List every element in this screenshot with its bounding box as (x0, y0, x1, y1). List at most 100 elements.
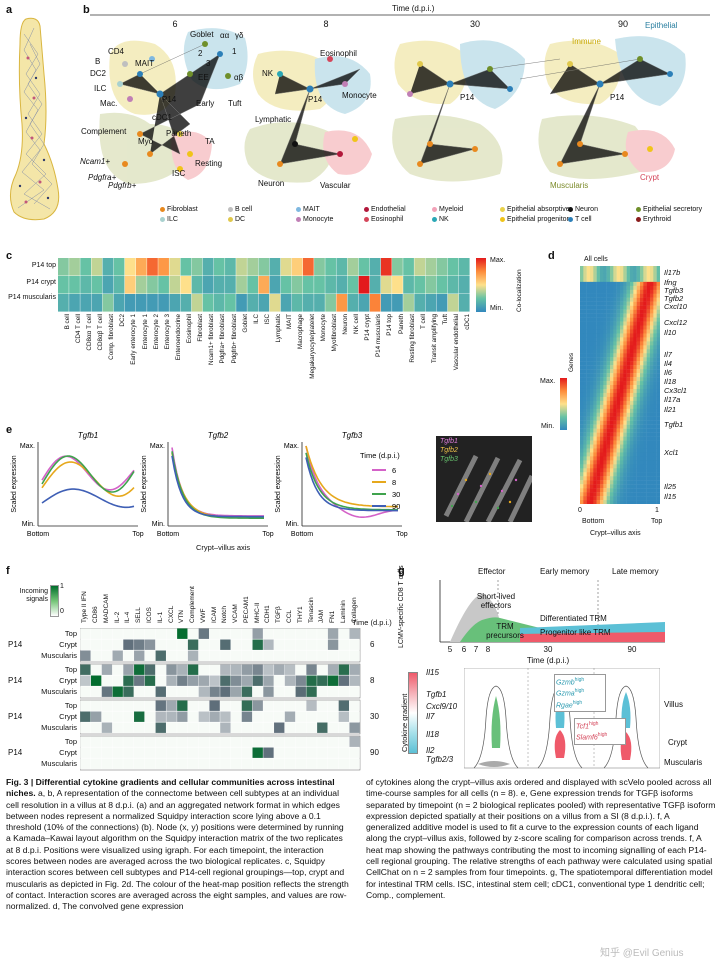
heat-c-cell (403, 294, 414, 312)
heat-d-cell (646, 369, 651, 374)
heat-d-cell (636, 460, 641, 465)
heat-d-cell (606, 297, 611, 302)
heat-d-cell (616, 377, 621, 382)
heat-d-cell (643, 484, 647, 489)
heat-d-cell (596, 436, 601, 441)
heat-d-cell (633, 329, 637, 334)
heat-d-cell (633, 416, 637, 421)
heat-f-pathway-label: VWF (199, 608, 207, 623)
heat-f-row-label: Muscularis (41, 723, 77, 732)
heat-d-cell (640, 269, 644, 275)
heat-d-cell (630, 452, 634, 457)
heat-f-cell (123, 675, 134, 686)
heat-d-cell (623, 301, 627, 306)
marker-tcf1: Tcf1high (576, 720, 624, 731)
heat-d-cell (636, 313, 641, 318)
heat-d-cell (613, 400, 617, 406)
heat-c-column-label: Myofibroblast (330, 314, 338, 352)
heat-f-cell (252, 722, 263, 733)
panel-c-colorbar-label: Co-localization (516, 269, 523, 312)
heat-d-cell (580, 269, 584, 275)
heat-d-cell (590, 277, 594, 283)
heat-f-cell (349, 700, 360, 711)
heat-d-cell (600, 388, 604, 394)
heat-d-cell (630, 329, 634, 334)
node-label-ee: EE (198, 73, 209, 82)
heat-d-cell (633, 277, 637, 283)
heat-d-cell (586, 492, 591, 497)
heat-d-cell (616, 464, 621, 469)
heat-d-cell (583, 488, 587, 493)
heat-d-cell (633, 353, 637, 358)
cytokine-list: Il15 Tgfb1 Cxcl9/10 Il7 Il18 Il2 Tgfb2/3 (424, 668, 480, 768)
heat-d-cell (646, 432, 651, 437)
heat-d-cell (630, 428, 634, 433)
heat-d-cell (623, 472, 627, 477)
heat-f-cell (112, 758, 123, 769)
heat-d-cell (636, 424, 641, 429)
heat-f-cell (252, 639, 263, 650)
heat-d-cell (640, 468, 644, 473)
heat-d-cell (606, 329, 611, 334)
heat-d-cell (633, 385, 637, 390)
heat-f-cell (198, 686, 210, 697)
heat-d-cell (650, 388, 654, 394)
heat-d-cell (643, 349, 647, 354)
heat-d-cell (590, 472, 594, 477)
heat-d-cell (610, 349, 614, 354)
heat-c-cell (236, 258, 247, 276)
heat-d-cell (640, 484, 644, 489)
heat-f-cell (317, 628, 328, 639)
heat-d-cell (633, 285, 637, 290)
heat-d-cell (626, 273, 631, 279)
heat-d-cell (640, 285, 644, 290)
gene-label: Cxcl10 (664, 302, 687, 311)
heat-d-cell (653, 309, 657, 314)
legend-item-erythroid: Erythroid (636, 216, 671, 223)
heat-d-cell (653, 488, 657, 493)
heat-d-cell (583, 277, 587, 283)
heat-d-cell (600, 381, 604, 386)
heat-d-cell (633, 480, 637, 485)
heat-f-cell (198, 747, 210, 758)
heat-d-cell (610, 361, 614, 366)
heat-d-cell (620, 432, 624, 437)
heat-f-cell (284, 758, 296, 769)
heat-d-cell (623, 440, 627, 445)
heat-f-cell (112, 736, 123, 747)
heat-d-cell (650, 309, 654, 314)
heat-d-cell (646, 281, 651, 287)
node-label-isc: ISC (172, 169, 186, 178)
heat-f-pathway-label: PECAM1 (242, 596, 250, 623)
heat-d-cell (596, 297, 601, 302)
heat-d-cell (633, 321, 637, 326)
heat-d-cell (656, 357, 660, 362)
heat-d-cell (610, 353, 614, 358)
heat-d-cell (613, 273, 617, 279)
heat-d-cell (620, 392, 624, 398)
heat-f-cell (112, 722, 123, 733)
heat-d-cell (646, 496, 651, 501)
heat-d-cell (613, 480, 617, 485)
heat-d-cell (656, 345, 660, 350)
heat-d-cell (626, 293, 631, 298)
heat-c-column-label: Resting fibroblast (408, 314, 416, 363)
heat-d-cell (613, 440, 617, 445)
heat-d-cell (633, 365, 637, 370)
heat-f-pathway-label: Notch (221, 606, 229, 623)
heat-d-cell (606, 317, 611, 322)
heat-d-cell (650, 484, 654, 489)
heat-f-cell (274, 700, 285, 711)
heat-c-cell (314, 294, 325, 312)
heat-f-cell (155, 686, 166, 697)
heat-d-cell (620, 488, 624, 493)
heat-d-cell (580, 301, 584, 306)
heat-f-pathway-label: CXCL (167, 605, 175, 623)
heat-d-cell (646, 420, 651, 425)
heat-d-cell (600, 476, 604, 481)
heat-d-cell (653, 424, 657, 429)
heat-d-cell (600, 365, 604, 370)
heat-d-cell (586, 293, 591, 298)
heat-f-cell (252, 675, 263, 686)
panel-f-cbar-max: 1 (60, 583, 64, 590)
